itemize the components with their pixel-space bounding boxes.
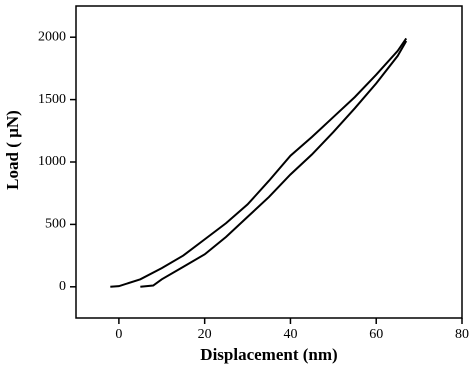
- y-tick-label: 1000: [38, 154, 66, 169]
- y-tick-label: 0: [59, 279, 66, 294]
- x-tick-label: 80: [455, 327, 469, 342]
- x-axis-title: Displacement (nm): [200, 345, 337, 364]
- y-axis-title: Load ( µN): [3, 110, 22, 190]
- x-tick-label: 20: [198, 327, 212, 342]
- y-tick-label: 2000: [38, 29, 66, 44]
- y-tick-label: 1500: [38, 92, 66, 107]
- curve: [140, 40, 408, 288]
- x-tick-label: 60: [369, 327, 383, 342]
- x-tick-label: 40: [283, 327, 297, 342]
- curve: [110, 37, 408, 288]
- y-tick-label: 500: [45, 217, 66, 232]
- plot-frame: [75, 5, 463, 319]
- x-tick-label: 0: [115, 327, 122, 342]
